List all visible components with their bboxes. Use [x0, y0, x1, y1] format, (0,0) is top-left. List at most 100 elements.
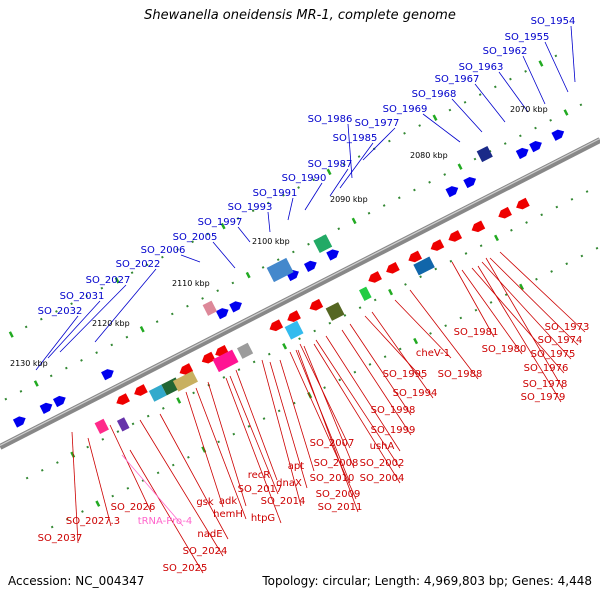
gc-mark — [403, 131, 406, 135]
reverse-gene-label: SO_1973 — [545, 322, 590, 333]
kbp-scale: 2070 kbp 2080 kbp 2090 kbp 2100 kbp 2110 kbp… — [10, 105, 548, 368]
gc-mark — [56, 461, 59, 464]
gc-mark — [413, 337, 419, 345]
gc-mark — [247, 425, 251, 428]
gc-mark — [4, 397, 8, 401]
gc-mark — [65, 366, 68, 370]
leader-line — [481, 261, 572, 360]
backbone-highlight — [0, 137, 600, 447]
kbp-tick-label: 2080 kbp — [410, 151, 448, 160]
reverse-gene-label: SO_2026 — [111, 502, 156, 513]
leader-line — [71, 431, 79, 544]
forward-gene-arrow — [551, 129, 565, 141]
gc-mark — [186, 304, 189, 308]
leader-line — [47, 300, 101, 359]
gc-mark — [326, 168, 332, 176]
reverse-gene-label: SO_1998 — [371, 405, 416, 416]
gc-mark — [535, 277, 538, 281]
forward-gene-label: SO_1986 — [308, 114, 353, 125]
leader-line — [303, 345, 355, 469]
gc-mark — [187, 455, 190, 459]
reverse-gene-label: SO_2027.3 — [66, 516, 120, 527]
gc-mark — [357, 155, 361, 158]
gc-mark — [261, 266, 265, 269]
gc-mark — [161, 407, 165, 410]
gc-mark — [519, 283, 525, 291]
gc-mark — [595, 246, 599, 250]
gc-mark — [585, 190, 589, 193]
gc-mark — [367, 211, 371, 215]
gc-mark — [457, 163, 463, 170]
reverse-gene-arrow — [309, 298, 324, 311]
forward-gene-arrow — [326, 249, 339, 261]
forward-gene-arrow — [52, 395, 66, 408]
reverse-gene-label: SO_2024 — [183, 546, 228, 557]
gc-mark — [459, 316, 463, 320]
forward-gene-label: SO_1962 — [483, 46, 528, 57]
leader-line — [207, 381, 247, 507]
reverse-gene-arrow — [287, 310, 301, 322]
forward-gene-arrow — [215, 308, 229, 320]
gc-mark — [353, 370, 357, 374]
reverse-gene-arrow — [116, 393, 130, 405]
gc-mark — [65, 517, 69, 521]
gc-mark — [276, 258, 280, 262]
reverse-gene-label: SO_1999 — [371, 425, 416, 436]
gc-mark — [444, 324, 448, 328]
leader-line — [279, 359, 315, 472]
leader-line — [261, 359, 302, 507]
gc-mark — [413, 188, 416, 192]
kbp-tick-label: 2130 kbp — [10, 359, 48, 368]
gc-mark — [220, 222, 226, 230]
reverse-gene-label: SO_1975 — [531, 349, 576, 360]
forward-gene-label: SO_2032 — [38, 306, 83, 317]
gc-mark — [342, 162, 346, 166]
leader-line — [477, 265, 562, 403]
gc-mark — [70, 302, 73, 306]
leader-line — [129, 449, 204, 574]
label-leader-lines — [35, 25, 586, 574]
gc-mark — [170, 312, 174, 316]
gc-mark — [337, 227, 341, 231]
leader-line — [225, 377, 282, 524]
reverse-domain-box — [148, 384, 167, 402]
leader-line — [109, 424, 152, 513]
gc-mark — [343, 314, 347, 317]
leader-line — [347, 123, 353, 179]
gc-mark — [139, 326, 145, 333]
forward-gene-label: SO_2005 — [173, 232, 218, 243]
kbp-tick-label: 2090 kbp — [330, 195, 368, 204]
kbp-tick-label: 2100 kbp — [252, 237, 290, 246]
gc-mark — [432, 114, 438, 121]
gc-mark — [114, 277, 120, 284]
gc-mark — [201, 297, 204, 300]
reverse-domain-box — [116, 417, 130, 432]
forward-gene-label: SO_2031 — [60, 291, 105, 302]
reverse-gene-label: hemH — [213, 509, 243, 520]
forward-gene-label: SO_1977 — [355, 118, 400, 129]
reverse-domain-box — [359, 286, 372, 301]
accession-text: Accession: NC_004347 — [8, 574, 145, 588]
reverse-domain-box — [94, 418, 109, 434]
leader-line — [297, 349, 359, 513]
leader-line — [185, 391, 224, 508]
leader-line — [287, 197, 294, 221]
forward-gene-arrow — [229, 301, 242, 313]
gc-mark — [338, 378, 342, 382]
gc-mark — [382, 204, 386, 207]
gc-mark — [525, 221, 528, 224]
gc-mark — [267, 352, 271, 356]
forward-gene-label: SO_1963 — [459, 62, 504, 73]
reverse-gene-label: SO_1974 — [538, 335, 583, 346]
gc-mark — [298, 337, 301, 341]
gc-mark — [156, 471, 160, 475]
leader-line — [237, 226, 251, 243]
reverse-gene-label: SO_2008 — [314, 458, 359, 469]
rna-gene-label: tRNA-Pro-4 — [138, 516, 193, 527]
gc-mark — [307, 242, 310, 246]
gc-mark — [313, 329, 317, 333]
leader-line — [289, 351, 357, 500]
reverse-gene-label: SO_2011 — [318, 502, 363, 513]
reverse-gene-label: SO_1979 — [521, 392, 566, 403]
